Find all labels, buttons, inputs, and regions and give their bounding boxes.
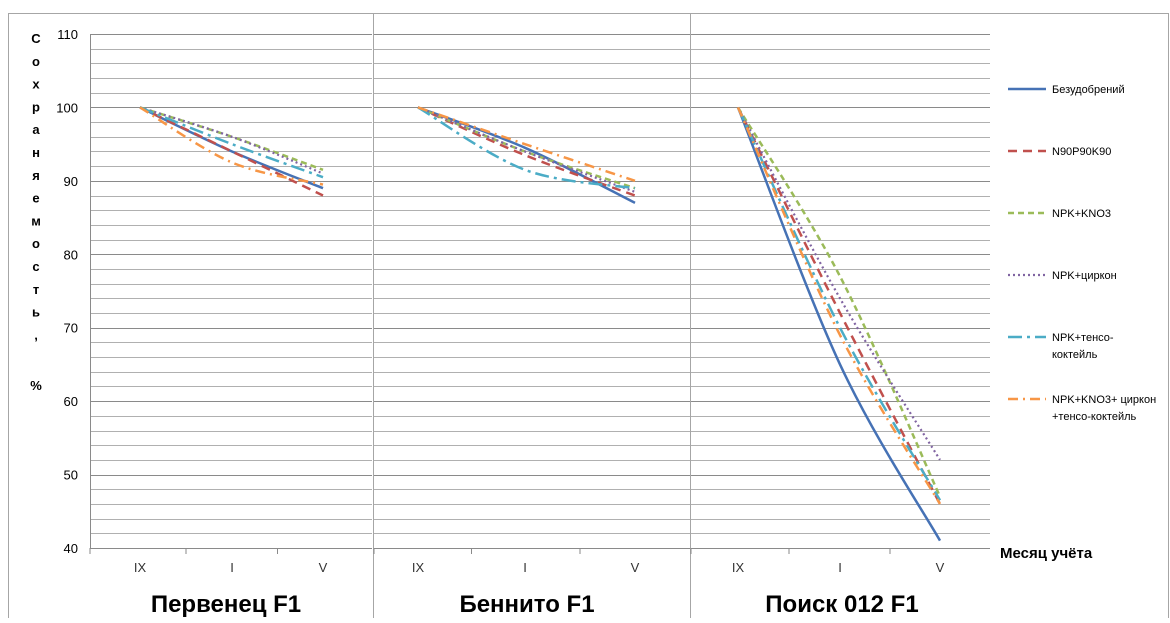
x-tick-label: I: [230, 560, 234, 575]
y-axis-label-char: а: [32, 122, 40, 137]
y-tick-label: 110: [57, 27, 78, 42]
y-axis-label-char: р: [32, 99, 40, 114]
y-tick-label: 60: [64, 394, 78, 409]
x-tick-label: IX: [134, 560, 147, 575]
series-line: [139, 106, 324, 186]
series-line: [417, 106, 636, 190]
legend: Безудобрений N90P90K90 NPK+KNO3 NPK+циркон N…: [1008, 84, 1156, 423]
series-line: [736, 106, 942, 498]
x-tick-label: V: [936, 560, 945, 575]
y-axis-label-char: С: [31, 31, 41, 46]
y-tick-label: 90: [64, 174, 78, 189]
series-line: [736, 106, 942, 542]
y-tick-label: 100: [56, 100, 78, 115]
legend-label: Безудобрений: [1052, 84, 1125, 96]
series-line: [139, 106, 324, 197]
y-axis-label-char: %: [30, 378, 42, 393]
grid-layer: [89, 34, 990, 554]
series-line: [737, 106, 941, 461]
y-tick-label: 70: [64, 321, 78, 336]
legend-label: NPK+тенсо-: [1052, 332, 1114, 344]
y-axis-label-char: е: [32, 191, 39, 206]
series-line: [139, 106, 324, 172]
x-tick-label: I: [838, 560, 842, 575]
series-line: [736, 106, 942, 501]
y-axis-label-char: х: [32, 77, 40, 92]
y-tick-label: 40: [64, 541, 78, 556]
panel-title: Первенец F1: [151, 591, 301, 618]
series-line: [736, 106, 942, 505]
series-line: [417, 106, 636, 183]
series-layer: [139, 106, 942, 542]
legend-label-line2: коктейль: [1052, 349, 1098, 361]
y-tick-label: 50: [64, 468, 78, 483]
y-axis-label-char: с: [32, 259, 39, 274]
series-line: [139, 106, 324, 175]
legend-label: NPK+KNO3+ циркон: [1052, 394, 1156, 406]
legend-label: NPK+циркон: [1052, 270, 1117, 282]
y-axis-label-char: о: [32, 54, 40, 69]
x-tick-label: IX: [732, 560, 745, 575]
legend-label-line2: +тенсо-коктейль: [1052, 411, 1137, 423]
x-tick-label: V: [319, 560, 328, 575]
y-axis-label-char: н: [32, 145, 40, 160]
legend-label: N90P90K90: [1052, 146, 1111, 158]
series-line: [417, 106, 636, 193]
y-axis-label-char: ь: [32, 305, 40, 320]
y-axis-label-char: о: [32, 236, 40, 251]
x-axis-label: Месяц учёта: [1000, 545, 1093, 562]
y-tick-label: 80: [64, 247, 78, 262]
x-tick-label: I: [523, 560, 527, 575]
outer-frame: [8, 13, 1169, 623]
series-line: [736, 106, 942, 505]
y-axis-label-char: я: [32, 168, 40, 183]
panel-title: Поиск 012 F1: [765, 591, 918, 618]
x-tick-label: IX: [412, 560, 425, 575]
x-tick-label: V: [631, 560, 640, 575]
y-axis-label-char: ,: [34, 327, 38, 342]
y-axis-label-char: т: [33, 282, 39, 297]
series-line: [139, 106, 324, 179]
panel-title: Беннито F1: [459, 591, 594, 618]
legend-label: NPK+KNO3: [1052, 208, 1111, 220]
y-axis-label-char: м: [31, 213, 41, 228]
